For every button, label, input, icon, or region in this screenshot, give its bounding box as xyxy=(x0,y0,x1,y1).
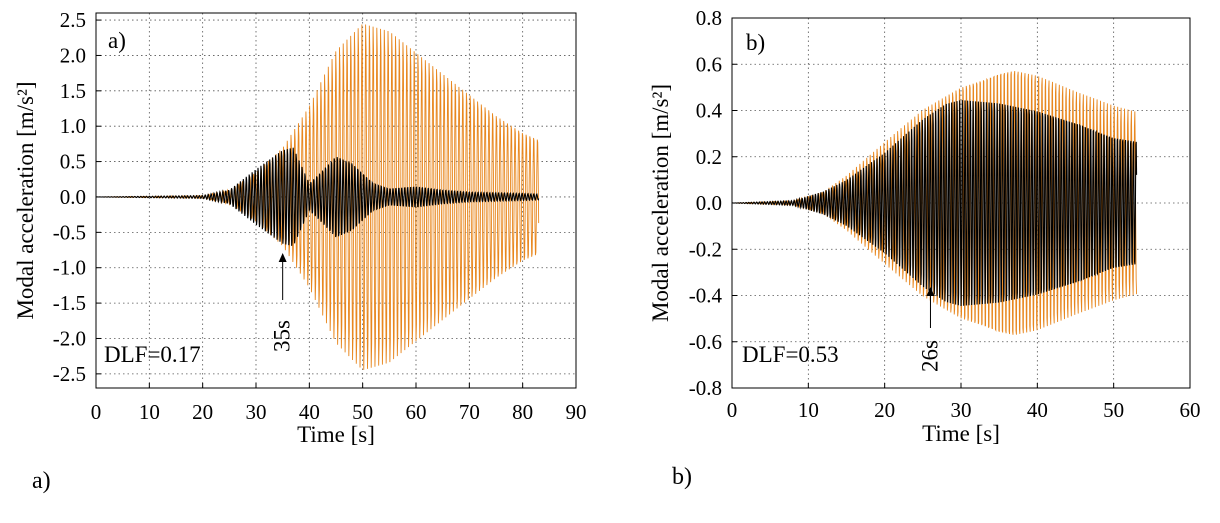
x-tick-label: 90 xyxy=(566,400,587,424)
x-tick-label: 50 xyxy=(1103,398,1124,422)
x-tick-label: 0 xyxy=(91,400,102,424)
y-tick-label: 0.2 xyxy=(696,145,722,169)
y-tick-label: -0.8 xyxy=(689,376,722,400)
x-tick-label: 60 xyxy=(1180,398,1201,422)
y-tick-label: -0.4 xyxy=(689,284,723,308)
dlf-annotation: DLF=0.17 xyxy=(104,342,201,367)
y-tick-label: -1.5 xyxy=(53,291,86,315)
x-tick-label: 50 xyxy=(352,400,373,424)
y-tick-label: 0.8 xyxy=(696,6,722,30)
y-tick-label: -2.0 xyxy=(53,326,86,350)
chart-panel-a: 0 10 20 30 40 50 60 70 80 90 -2.5 -2.0 -1.5 -1.0 -0.5 0… xyxy=(13,8,587,447)
x-tick-label: 40 xyxy=(1027,398,1048,422)
x-axis-label: Time [s] xyxy=(922,421,1000,446)
y-tick-label: 0.5 xyxy=(60,150,86,174)
x-tick-label: 30 xyxy=(951,398,972,422)
y-tick-label: -0.6 xyxy=(689,330,722,354)
panel-label: b) xyxy=(746,30,765,55)
series-line-orange xyxy=(96,24,540,370)
caption-a: a) xyxy=(32,468,51,494)
x-tick-label: 40 xyxy=(299,400,320,424)
panel-label: a) xyxy=(108,28,126,53)
caption-b: b) xyxy=(672,464,692,490)
y-axis-label: Modal acceleration [m/s²] xyxy=(13,81,38,319)
y-tick-label: 2.0 xyxy=(60,43,86,67)
x-tick-label: 60 xyxy=(406,400,427,424)
x-tick-label: 20 xyxy=(874,398,895,422)
series-line-black xyxy=(96,147,540,246)
x-tick-label: 30 xyxy=(246,400,267,424)
x-tick-label: 0 xyxy=(727,398,738,422)
plot-frame xyxy=(95,12,577,389)
y-tick-label: -1.0 xyxy=(53,256,86,280)
arrow-head xyxy=(926,287,935,296)
arrow-label: 26s xyxy=(917,340,942,372)
x-tick-label: 70 xyxy=(459,400,480,424)
chart-panel-b: 0 10 20 30 40 50 60 -0.8 -0.6 -0.4 -0.2 0.0 0.2 0.4 0.… xyxy=(648,6,1201,446)
x-tick-label: 20 xyxy=(192,400,213,424)
dlf-annotation: DLF=0.53 xyxy=(742,342,839,367)
y-tick-label: -0.5 xyxy=(53,220,86,244)
y-tick-label: 2.5 xyxy=(60,8,86,32)
y-tick-label: 0.4 xyxy=(696,99,723,123)
y-tick-label: 0.0 xyxy=(60,185,86,209)
y-tick-label: 1.0 xyxy=(60,114,86,138)
y-tick-label: 1.5 xyxy=(60,79,86,103)
arrow-label: 35s xyxy=(270,320,295,352)
x-tick-label: 80 xyxy=(512,400,533,424)
y-tick-label: -2.5 xyxy=(53,362,86,386)
y-tick-label: -0.2 xyxy=(689,237,722,261)
x-tick-label: 10 xyxy=(798,398,819,422)
y-tick-label: 0.0 xyxy=(696,191,722,215)
x-tick-label: 10 xyxy=(139,400,160,424)
y-axis-label: Modal acceleration [m/s²] xyxy=(648,84,673,322)
series-line-black xyxy=(731,100,1138,306)
series-line-orange xyxy=(731,70,1138,335)
x-axis-label: Time [s] xyxy=(297,422,375,447)
arrow-head xyxy=(278,253,287,262)
y-tick-label: 0.6 xyxy=(696,52,722,76)
